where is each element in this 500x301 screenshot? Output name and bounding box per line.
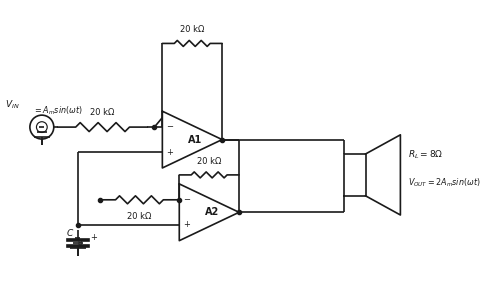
Text: A2: A2 xyxy=(205,207,220,217)
Text: C: C xyxy=(66,229,72,238)
Text: 20 kΩ: 20 kΩ xyxy=(90,108,115,117)
Text: $R_L = 8\Omega$: $R_L = 8\Omega$ xyxy=(408,149,444,161)
Text: $V_{OUT} = 2A_m sin(\omega t)$: $V_{OUT} = 2A_m sin(\omega t)$ xyxy=(408,177,481,189)
Text: $V_{IN}$: $V_{IN}$ xyxy=(5,99,20,111)
Text: +: + xyxy=(90,233,98,242)
Text: +: + xyxy=(166,147,173,157)
Text: 20 kΩ: 20 kΩ xyxy=(180,26,204,35)
Text: 20 kΩ: 20 kΩ xyxy=(197,157,222,166)
Text: +: + xyxy=(183,220,190,229)
Text: A1: A1 xyxy=(188,135,202,144)
Text: −: − xyxy=(183,195,190,204)
Text: 20 kΩ: 20 kΩ xyxy=(128,212,152,221)
Text: B: B xyxy=(78,240,82,246)
Text: $= A_m sin(\omega t)$: $= A_m sin(\omega t)$ xyxy=(33,105,82,117)
Text: −: − xyxy=(166,123,173,132)
